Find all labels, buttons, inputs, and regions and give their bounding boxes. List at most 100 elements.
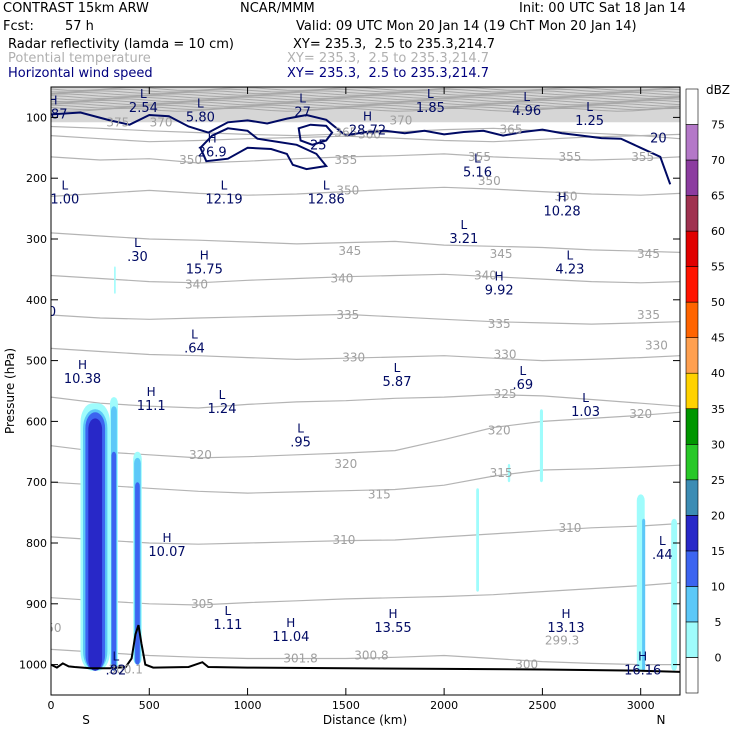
wind-extremum-type: H: [200, 248, 209, 262]
wind-extremum-value: 20: [650, 132, 667, 147]
theta-label: 335: [336, 308, 359, 322]
wind-extremum-value: 5.80: [186, 110, 215, 125]
wind-extremum-type: L: [323, 178, 330, 192]
wind-extremum-value: 9.92: [485, 284, 514, 299]
wind-extremum-value: 1.03: [571, 405, 600, 420]
colorbar-swatch: [685, 479, 699, 516]
theta-contours: [51, 125, 680, 666]
wind-extremum-type: L: [519, 364, 526, 378]
colorbar-swatch: [685, 515, 699, 552]
colorbar: 0 5 10 15 20 25 30 35 40 45 50 55 60 65 70 75: [685, 88, 725, 694]
y-tick-label: 300: [26, 233, 47, 246]
wind-extremum-value: 10.38: [64, 372, 101, 387]
wind-extremum-type: H: [147, 385, 156, 399]
terrain-profile: [51, 624, 680, 673]
wind-extremum-type: L: [140, 87, 147, 101]
wind-extremum-value: 11.1: [137, 399, 166, 414]
field-reflectivity-xy: XY= 235.3, 2.5 to 235.3,214.7: [293, 37, 496, 52]
fcst-label: Fcst:: [3, 19, 34, 34]
upper-band-contour: [51, 107, 680, 112]
theta-contour: [51, 522, 680, 545]
upper-band-contour: [51, 88, 680, 93]
x-tick-label: 1500: [332, 699, 360, 712]
wind-extremum-value: 12.19: [205, 192, 242, 207]
field-wind: Horizontal wind speed: [8, 66, 153, 81]
colorbar-swatch: [685, 621, 699, 658]
y-tick-label: 1000: [19, 659, 47, 672]
upper-band-contour: [51, 98, 680, 103]
theta-label: 345: [490, 247, 513, 261]
wind-extremum-value: 5.16: [463, 166, 492, 181]
y-tick-label: 200: [26, 172, 47, 185]
wind-extremum-type: L: [586, 100, 593, 114]
wind-extremum-value: 1.24: [208, 402, 237, 417]
colorbar-label: 55: [711, 261, 725, 274]
wind-extremum-value: 1.85: [416, 101, 445, 116]
wind-extremum-value: 0: [48, 305, 56, 320]
colorbar-label: 35: [711, 403, 725, 416]
colorbar-label: 40: [711, 367, 725, 380]
fcst-value: 57 h: [65, 19, 94, 34]
theta-contour: [51, 153, 680, 164]
theta-label: 315: [368, 487, 391, 501]
colorbar-swatch: [685, 337, 699, 374]
colorbar-unit: dBZ: [706, 83, 730, 97]
theta-label: 310: [332, 533, 355, 547]
colorbar-label: 30: [711, 438, 725, 451]
colorbar-label: 70: [711, 154, 725, 167]
upper-band-contour: [51, 106, 680, 111]
wind-extremum-type: H: [495, 270, 504, 284]
colorbar-label: 0: [715, 652, 722, 665]
colorbar-swatch: [685, 159, 699, 196]
wind-extremum-type: H: [561, 607, 570, 621]
theta-label: 300: [515, 658, 538, 672]
wind-extremum-value: 4.87: [39, 107, 68, 122]
theta-label: 330: [342, 351, 365, 365]
colorbar-label: 65: [711, 190, 725, 203]
reflectivity-cell: [642, 518, 646, 671]
colorbar-swatch: [685, 195, 699, 232]
colorbar-swatch: [685, 550, 699, 587]
wind-contour-25: [199, 127, 329, 171]
wind-extremum-type: L: [219, 388, 226, 402]
theta-label: 350: [179, 153, 202, 167]
upper-band-contour: [51, 104, 680, 109]
theta-label: 350: [336, 183, 359, 197]
colorbar-label: 25: [711, 474, 725, 487]
theta-label: 375: [106, 115, 129, 129]
theta-contour: [51, 273, 680, 284]
theta-label: 355: [631, 150, 654, 164]
colorbar-swatch: [685, 230, 699, 267]
theta-label: 305: [191, 597, 214, 611]
plot-area: [51, 87, 680, 695]
x-tick-label: 0: [48, 699, 55, 712]
y-tick-label: 900: [26, 598, 47, 611]
wind-extremum-type: L: [61, 178, 68, 192]
colorbar-swatch: [685, 586, 699, 623]
x-tick-label: 2500: [528, 699, 556, 712]
theta-label: 350: [478, 174, 501, 188]
theta-contour: [51, 411, 680, 459]
theta-label: 335: [488, 317, 511, 331]
wind-extremum-type: H: [388, 607, 397, 621]
wind-extremum-type: H: [558, 191, 567, 205]
wind-extremum-value: 2.54: [129, 101, 158, 116]
theta-label: 310: [558, 521, 581, 535]
wind-extremum-type: L: [299, 92, 306, 106]
wind-extremum-value: 10.28: [543, 205, 580, 220]
theta-label: 299.3: [545, 633, 579, 647]
theta-label: 315: [490, 466, 513, 480]
reflectivity-cell: [539, 409, 543, 483]
y-tick-label: 500: [26, 355, 47, 368]
wind-extremum-type: H: [162, 531, 171, 545]
wind-extremum-value: 1.25: [575, 114, 604, 129]
wind-extremum-type: L: [221, 178, 228, 192]
theta-contour: [51, 313, 680, 325]
wind-extremum-type: H: [638, 650, 647, 664]
wind-extremum-value: .82: [106, 664, 127, 679]
wind-extremum-type: L: [474, 152, 481, 166]
wind-extremum-value: 10.07: [148, 545, 185, 560]
colorbar-swatch: [685, 88, 699, 125]
